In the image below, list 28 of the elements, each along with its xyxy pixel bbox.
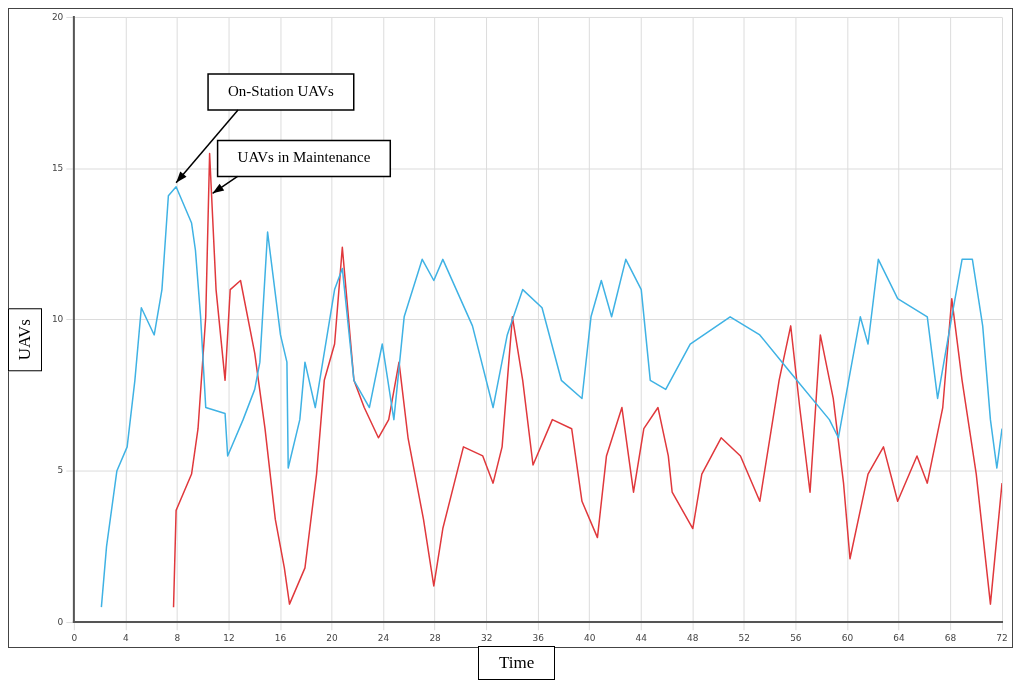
- x-tick-label: 44: [635, 632, 648, 643]
- y-axis-title: UAVs: [8, 308, 42, 372]
- x-tick-label: 4: [123, 632, 129, 643]
- x-tick-label: 0: [71, 632, 78, 643]
- y-tick-label: 5: [57, 465, 64, 476]
- x-tick-label: 12: [223, 632, 235, 643]
- x-tick-label: 24: [377, 632, 390, 643]
- series-label: UAVs in Maintenance: [237, 149, 371, 166]
- text: On-Station UAVs: [228, 82, 334, 99]
- x-tick-label: 72: [996, 632, 1008, 643]
- x-tick-label: 20: [326, 632, 339, 643]
- x-tick-label: 36: [532, 632, 545, 643]
- y-tick-label: 10: [51, 314, 64, 325]
- x-tick-label: 28: [429, 632, 442, 643]
- x-tick-label: 56: [790, 632, 802, 643]
- x-tick-label: 60: [841, 632, 854, 643]
- x-tick-label: 52: [738, 632, 751, 643]
- x-tick-label: 48: [687, 632, 699, 643]
- x-tick-label: 32: [480, 632, 493, 643]
- x-tick-label: 16: [274, 632, 287, 643]
- x-tick-label: 8: [174, 632, 181, 643]
- x-axis-title: Time: [478, 646, 556, 680]
- x-tick-label: 64: [893, 632, 905, 643]
- x-tick-label: 68: [944, 632, 957, 643]
- x-tick-label: 40: [584, 632, 596, 643]
- y-tick-label: 15: [51, 162, 64, 173]
- y-tick-label: 20: [51, 11, 64, 22]
- y-tick-label: 0: [57, 616, 64, 627]
